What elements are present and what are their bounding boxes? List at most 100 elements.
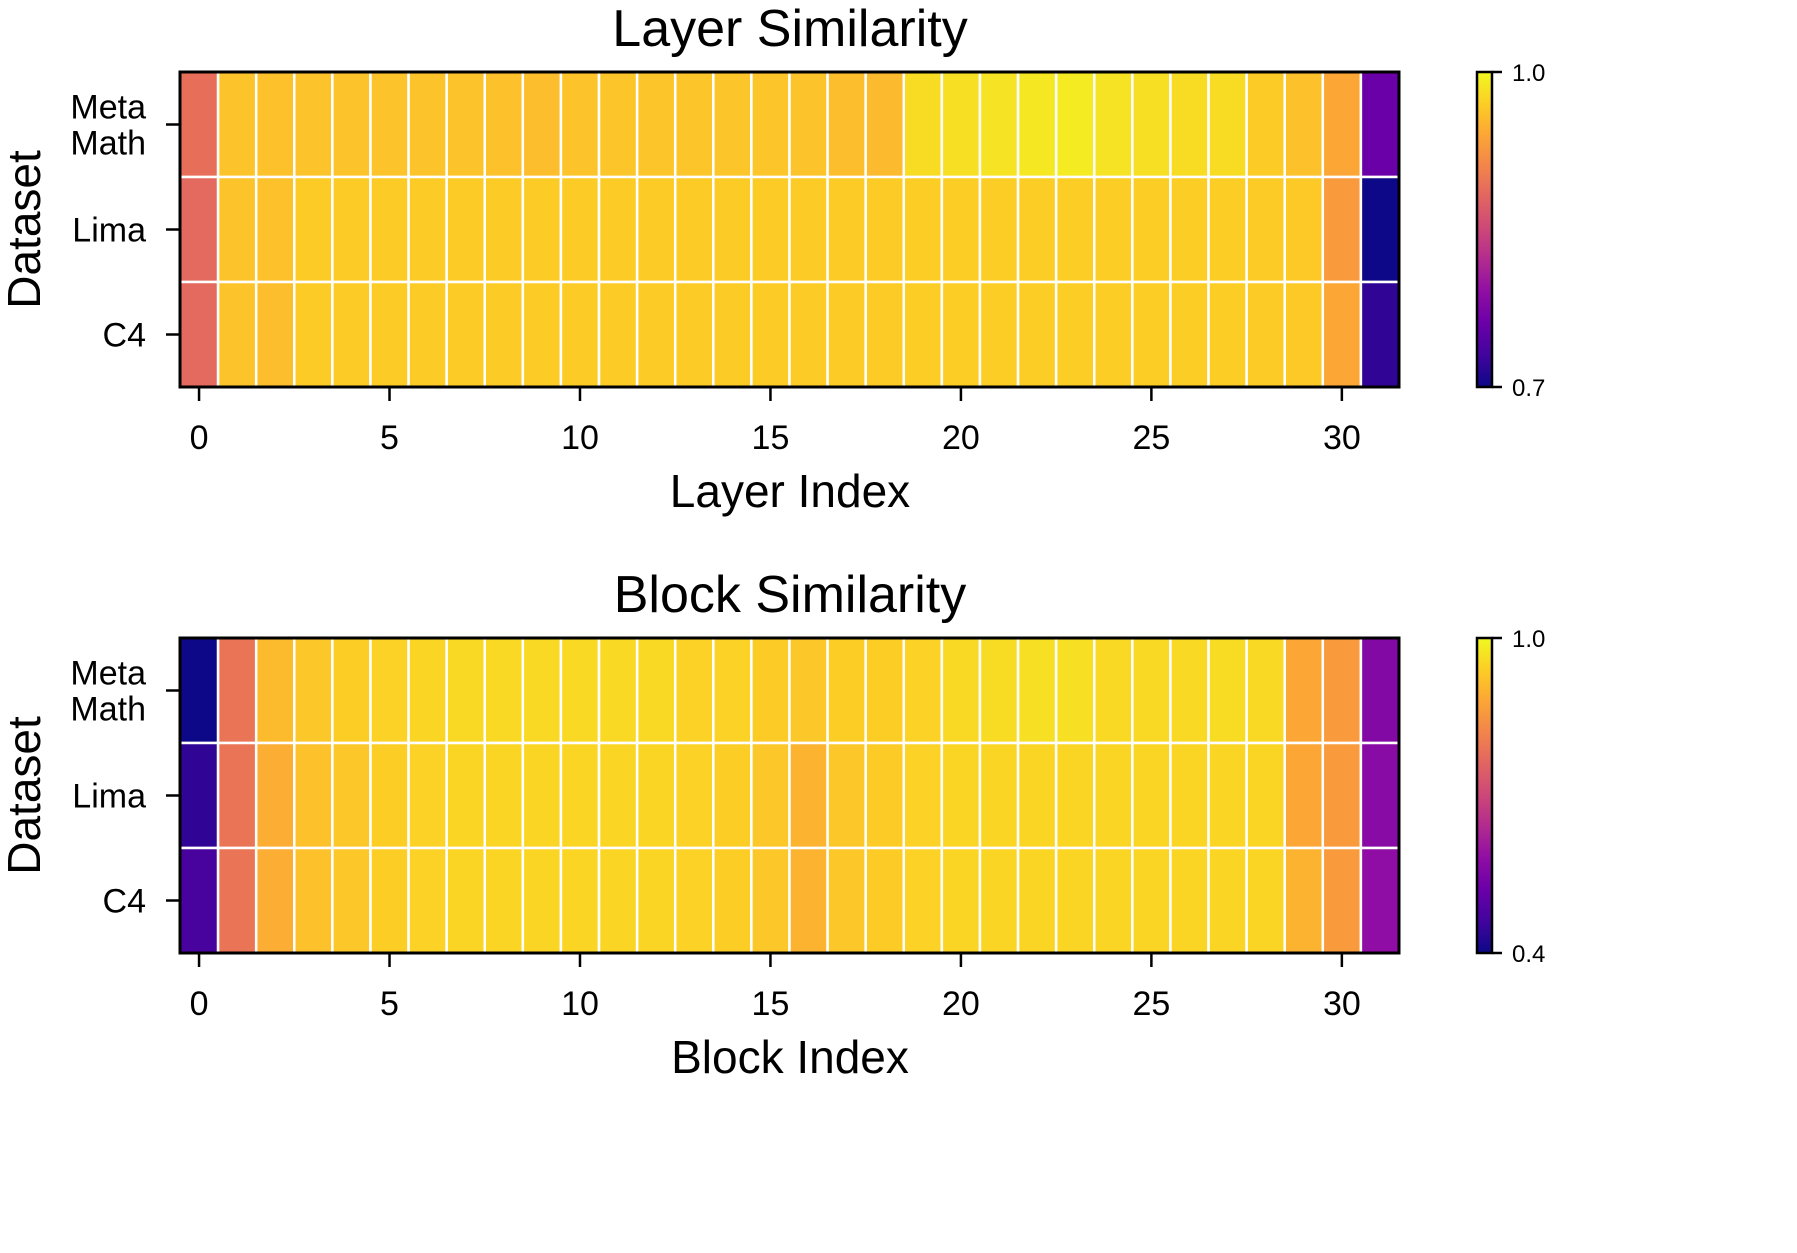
colorbar-tick-label: 1.0 [1512,626,1545,653]
heatmap-cell [1359,175,1401,284]
heatmap-cell [1016,741,1058,850]
heatmap-cell [483,175,525,284]
heatmap-cell [978,280,1020,389]
heatmap-cell [902,636,944,745]
heatmap-cell [1245,846,1286,955]
heatmap-cell [902,70,944,179]
heatmap-cell [635,175,677,284]
heatmap-cell [712,175,753,284]
colorbar-tick-label: 0.7 [1512,375,1545,402]
heatmap-cell [521,846,563,955]
heatmap-cell [521,175,563,284]
heatmap-cell [216,70,258,179]
heatmap-cell [1131,741,1172,850]
y-tick-label-lima: Lima [72,778,146,816]
x-tick-label: 10 [561,985,599,1023]
chart-title: Layer Similarity [612,0,967,58]
heatmap-cell [483,741,525,850]
heatmap-cell [940,636,982,745]
heatmap-cell [445,70,486,179]
heatmap-cell [1054,741,1096,850]
heatmap-cell [1283,846,1325,955]
heatmap-cell [597,741,639,850]
heatmap-cell [826,636,867,745]
heatmap-cell [978,741,1020,850]
heatmap-cell [750,741,791,850]
heatmap-cell [559,636,601,745]
heatmap-cell [597,636,639,745]
colorbar-frame [1475,70,1494,389]
y-tick-label-meta-math: Meta Math [70,89,146,163]
x-tick-label: 20 [942,985,980,1023]
y-tick-label-c4: C4 [103,883,146,921]
heatmap-cell [254,636,296,745]
heatmap-cell [712,636,753,745]
heatmap-cell [978,175,1020,284]
heatmap-cell [216,280,258,389]
x-tick-label: 0 [190,419,209,457]
heatmap-cell [750,846,791,955]
heatmap-cell [788,175,829,284]
heatmap-cell [1093,741,1134,850]
heatmap-cell [1207,636,1248,745]
heatmap-cell [293,846,334,955]
heatmap-cell [1321,636,1363,745]
colorbar [1477,638,1492,953]
heatmap-cell [216,846,258,955]
heatmap-cell [1283,175,1325,284]
heatmap-cell [369,636,410,745]
heatmap-cell [369,280,410,389]
heatmap-cell [1321,741,1363,850]
y-tick-label-c4: C4 [103,317,146,355]
heatmap-cell [369,741,410,850]
heatmap-cell [521,741,563,850]
heatmap-cell [1054,175,1096,284]
heatmap-cell [940,741,982,850]
y-tick-label-meta-math: Meta Math [70,655,146,729]
heatmap-cell [902,741,944,850]
heatmap-cell [1169,636,1210,745]
heatmap-cell [1093,846,1134,955]
heatmap-cell [635,70,677,179]
heatmap-cell [597,280,639,389]
heatmap-cell [1245,175,1286,284]
heatmap-cell [864,846,906,955]
heatmap-cell [369,175,410,284]
heatmap-cell [673,846,715,955]
heatmap-cell [293,70,334,179]
heatmap-cell [635,741,677,850]
heatmap-cell [635,846,677,955]
heatmap-cell [902,280,944,389]
block-similarity-panel: Block Similarity 0 5 10 15 20 25 30 Meta Math Lima… [0,566,1545,1083]
heatmap-cell [1207,175,1248,284]
heatmap-cell [331,741,372,850]
heatmap-cell [1054,280,1096,389]
x-tick-label: 25 [1132,985,1170,1023]
heatmap-cell [1016,70,1058,179]
heatmap-cell [826,741,867,850]
heatmap-cell [369,846,410,955]
heatmap-cell [331,636,372,745]
heatmap-cell [788,280,829,389]
x-tick-label: 15 [752,985,790,1023]
heatmap-cell [1016,636,1058,745]
heatmap-cell [369,70,410,179]
x-tick-label: 5 [380,985,399,1023]
heatmap-cell [445,741,486,850]
heatmap-cell [1321,846,1363,955]
heatmap-cell [673,741,715,850]
heatmap-cell [978,636,1020,745]
heatmap-cell [1169,175,1210,284]
colorbar-frame [1475,636,1494,955]
heatmap-cell [712,846,753,955]
heatmap-cell [597,70,639,179]
heatmap-cell [826,175,867,284]
colorbar-tick-label: 1.0 [1512,60,1545,87]
heatmap-cell [978,846,1020,955]
heatmap-cell [1131,636,1172,745]
heatmap-cell [445,846,486,955]
heatmap-cell [673,280,715,389]
y-axis-label: Dataset [0,150,50,309]
heatmap-cell [407,846,448,955]
